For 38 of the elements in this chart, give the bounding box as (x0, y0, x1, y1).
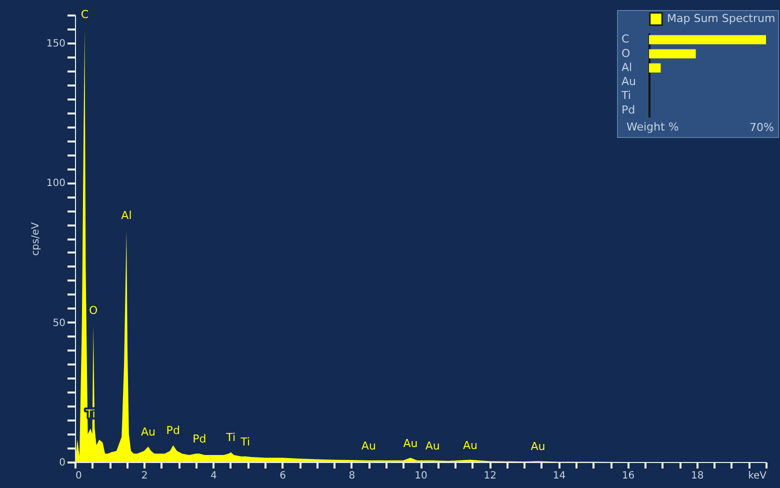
annotation: Ti (225, 431, 236, 444)
y-tick-label: Pd (622, 103, 636, 116)
annotation: Al (121, 209, 132, 222)
x-tick-label: 10 (414, 470, 428, 482)
y-tick-label: 100 (46, 178, 66, 190)
annotation: Pd (192, 432, 206, 446)
legend-label: Map Sum Spectrum (667, 12, 776, 25)
x-tick-label: keV (748, 470, 767, 482)
annotation: Au (403, 436, 418, 450)
y-tick-label: Al (622, 60, 632, 74)
annotation: Au (463, 438, 478, 452)
y-tick-label: Au (622, 75, 636, 88)
x-tick-label: 2 (141, 470, 148, 482)
x-tick-label: 4 (210, 470, 217, 482)
y-tick-label: C (622, 32, 630, 46)
x-tick-label: 12 (484, 470, 496, 482)
annotation: Au (361, 439, 376, 452)
y-tick-label: 150 (46, 38, 66, 50)
x-tick-label: 16 (622, 470, 635, 482)
annotation: 70% (750, 121, 774, 134)
annotation: C (80, 8, 89, 21)
x-tick-label: 6 (280, 470, 286, 482)
y-tick-label: Ti (620, 89, 631, 102)
y-tick-label: 50 (52, 318, 66, 329)
annotation: Au (425, 439, 440, 452)
y-axis-title: cps/eV (30, 222, 42, 256)
x-tick-label: 8 (348, 470, 356, 482)
y-tick-label: 0 (59, 458, 66, 468)
x-tick-label: 18 (691, 470, 704, 482)
annotation: Ti (240, 435, 250, 448)
x-axis-title: Weight % (626, 120, 679, 134)
annotation: Au (140, 426, 156, 439)
annotation: O (88, 304, 98, 318)
annotation: Au (530, 440, 546, 454)
y-tick-label: O (622, 46, 630, 60)
annotation: Pd (166, 424, 180, 438)
x-tick-label: 0 (76, 470, 82, 482)
x-tick-label: 14 (552, 470, 566, 482)
